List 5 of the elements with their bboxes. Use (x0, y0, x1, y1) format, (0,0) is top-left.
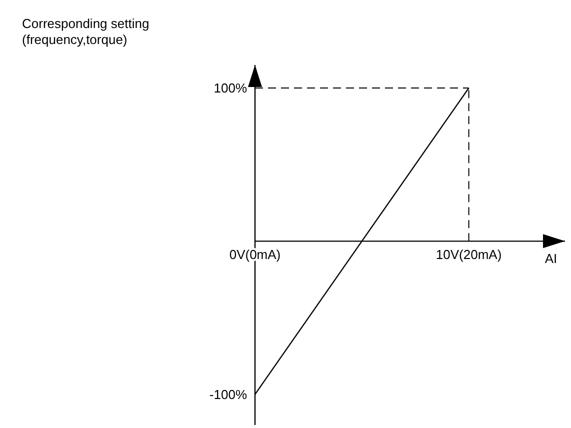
x-axis-title: AI (544, 251, 558, 266)
y-tick-label: -100% (209, 386, 248, 402)
y-tick-label: 100% (214, 80, 248, 96)
y-axis-title: Corresponding setting (frequency,torque) (22, 16, 150, 48)
x-tick-label: 10V(20mA) (436, 247, 502, 262)
